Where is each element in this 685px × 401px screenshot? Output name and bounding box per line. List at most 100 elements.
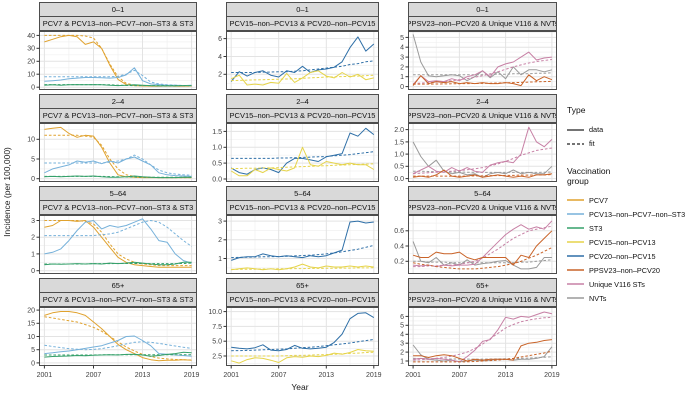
facet-age-strip: 2–4 [408,94,557,109]
facet-group-label: PCV15–non–PCV13 & PCV20–non–PCV15 [229,111,376,120]
svg-text:5.0: 5.0 [212,339,222,346]
facet-group-strip: PPSV23–non–PCV20 & Unique V116 & NVTs [408,200,557,215]
color-line-swatch-icon [567,269,584,271]
facet-group-label: PPSV23–non–PCV20 & Unique V116 & NVTs [408,111,557,120]
facet-group-strip: PCV7 & PCV13–non–PCV7–non–ST3 & ST3 [39,292,197,307]
panel-5-64-ppsv23-nvt: 5–64 PPSV23–non–PCV20 & Unique V116 & NV… [383,186,561,274]
svg-text:2001: 2001 [223,372,239,379]
svg-text:0.4: 0.4 [394,243,404,250]
svg-text:5: 5 [400,323,404,330]
solid-line-swatch-icon [567,129,584,131]
svg-text:2019: 2019 [544,372,560,379]
svg-text:0: 0 [31,85,35,90]
facet-group-label: PCV15–non–PCV13 & PCV20–non–PCV15 [229,295,376,304]
line-plot: 1 2 3 [218,215,379,274]
line-plot: 2.5 5.0 7.5 10.0 2001 2007 2013 2019 [208,307,382,379]
line-plot: 0 5 10 [27,123,197,182]
svg-text:0.5: 0.5 [212,161,222,168]
panel-65plus-pcv7-st3: 65+ PCV7 & PCV13–non–PCV7–non–ST3 & ST3 … [14,278,201,381]
svg-text:5: 5 [31,347,35,354]
facet-group-label: PCV15–non–PCV13 & PCV20–non–PCV15 [229,19,376,28]
facet-group-label: PPSV23–non–PCV20 & Unique V116 & NVTs [408,295,557,304]
svg-text:2: 2 [31,235,35,242]
svg-text:6: 6 [400,314,404,321]
legend-item-v116: Unique V116 STs [567,277,685,291]
svg-text:5: 5 [31,156,35,163]
legend-item-label: data [589,125,604,135]
svg-text:4: 4 [218,54,222,61]
panel-0-1-pcv7-st3: 0–1 PCV7 & PCV13–non–PCV7–non–ST3 & ST3 … [14,2,201,90]
legend-type-title: Type [567,105,586,115]
facet-age-label: 2–4 [111,97,125,106]
line-plot: 0 5 10 15 20 2001 2007 2013 2019 [27,307,199,379]
facet-group-strip: PCV7 & PCV13–non–PCV7–non–ST3 & ST3 [39,200,197,215]
svg-text:0: 0 [31,268,35,274]
svg-text:40: 40 [27,33,35,40]
color-line-swatch-icon [567,283,584,285]
line-plot: 0 1 2 3 [31,215,197,274]
legend-item-label: PCV20–non–PCV15 [589,251,656,261]
svg-text:1.5: 1.5 [212,129,222,136]
svg-text:0: 0 [31,360,35,367]
svg-text:3: 3 [218,219,222,226]
facet-age-strip: 5–64 [39,186,197,201]
svg-text:6: 6 [218,36,222,43]
facet-age-label: 2–4 [476,97,489,106]
facet-group-label: PCV7 & PCV13–non–PCV7–non–ST3 & ST3 [42,295,194,304]
panel-2-4-pcv15-pcv20: 2–4 PCV15–non–PCV13 & PCV20–non–PCV15 0.… [201,94,383,182]
facet-age-label: 65+ [296,281,309,290]
svg-text:0.5: 0.5 [394,164,404,171]
svg-text:2019: 2019 [366,372,382,379]
facet-group-strip: PPSV23–non–PCV20 & Unique V116 & NVTs [408,108,557,123]
x-axis-title: Year [291,382,309,392]
legend-item-nvts: NVTs [567,291,685,305]
svg-text:20: 20 [27,308,35,315]
legend-item-label: PCV13–non–PCV7–non–ST3 [589,209,685,219]
svg-text:2007: 2007 [86,372,102,379]
svg-text:2.0: 2.0 [394,127,404,134]
facet-age-label: 0–1 [476,5,489,14]
svg-text:2007: 2007 [271,372,287,379]
svg-text:2: 2 [218,72,222,79]
legend-item-label: Unique V116 STs [589,279,645,289]
svg-text:1.5: 1.5 [394,139,404,146]
svg-text:2: 2 [400,350,404,357]
svg-text:10: 10 [27,72,35,79]
panel-0-1-pcv15-pcv20: 0–1 PCV15–non–PCV13 & PCV20–non–PCV15 2 4… [201,2,383,90]
facet-age-strip: 0–1 [408,2,557,17]
panel-65plus-ppsv23-nvt: 65+ PPSV23–non–PCV20 & Unique V116 & NVT… [383,278,561,381]
svg-text:0: 0 [400,84,404,90]
svg-text:30: 30 [27,46,35,53]
svg-text:10: 10 [27,334,35,341]
y-axis-title-column: Incidence (per 100,000) [0,2,14,392]
legend-group-title: Vaccination group [567,165,611,186]
line-plot: 0.2 0.4 0.6 [394,215,557,274]
svg-text:20: 20 [27,59,35,66]
color-line-swatch-icon [567,297,584,299]
legend-item-pcv15: PCV15–non–PCV13 [567,235,685,249]
svg-text:2013: 2013 [498,372,514,379]
panel-grid-wrap: 0–1 PCV7 & PCV13–non–PCV7–non–ST3 & ST3 … [14,2,561,392]
facet-group-strip: PCV15–non–PCV13 & PCV20–non–PCV15 [226,200,379,215]
legend-item-label: PCV15–non–PCV13 [589,237,656,247]
facet-age-strip: 65+ [226,278,379,293]
legend-item-label: fit [589,139,595,149]
svg-text:2013: 2013 [319,372,335,379]
svg-text:2001: 2001 [37,372,53,379]
facet-age-strip: 5–64 [226,186,379,201]
legend-item-pcv20: PCV20–non–PCV15 [567,249,685,263]
legend-item-data: data [567,123,685,137]
facet-group-label: PPSV23–non–PCV20 & Unique V116 & NVTs [408,19,557,28]
color-line-swatch-icon [567,255,584,257]
color-line-swatch-icon [567,199,584,201]
color-line-swatch-icon [567,241,584,243]
svg-text:2013: 2013 [135,372,151,379]
facet-group-label: PCV7 & PCV13–non–PCV7–non–ST3 & ST3 [42,111,194,120]
legend: Type data fit Vaccination group PCV7 PCV… [561,2,685,392]
facet-age-strip: 0–1 [226,2,379,17]
line-plot: 0 1 2 3 4 5 [400,31,557,90]
facet-group-strip: PCV7 & PCV13–non–PCV7–non–ST3 & ST3 [39,16,197,31]
facet-age-strip: 65+ [39,278,197,293]
legend-item-label: ST3 [589,223,603,233]
facet-age-strip: 2–4 [39,94,197,109]
